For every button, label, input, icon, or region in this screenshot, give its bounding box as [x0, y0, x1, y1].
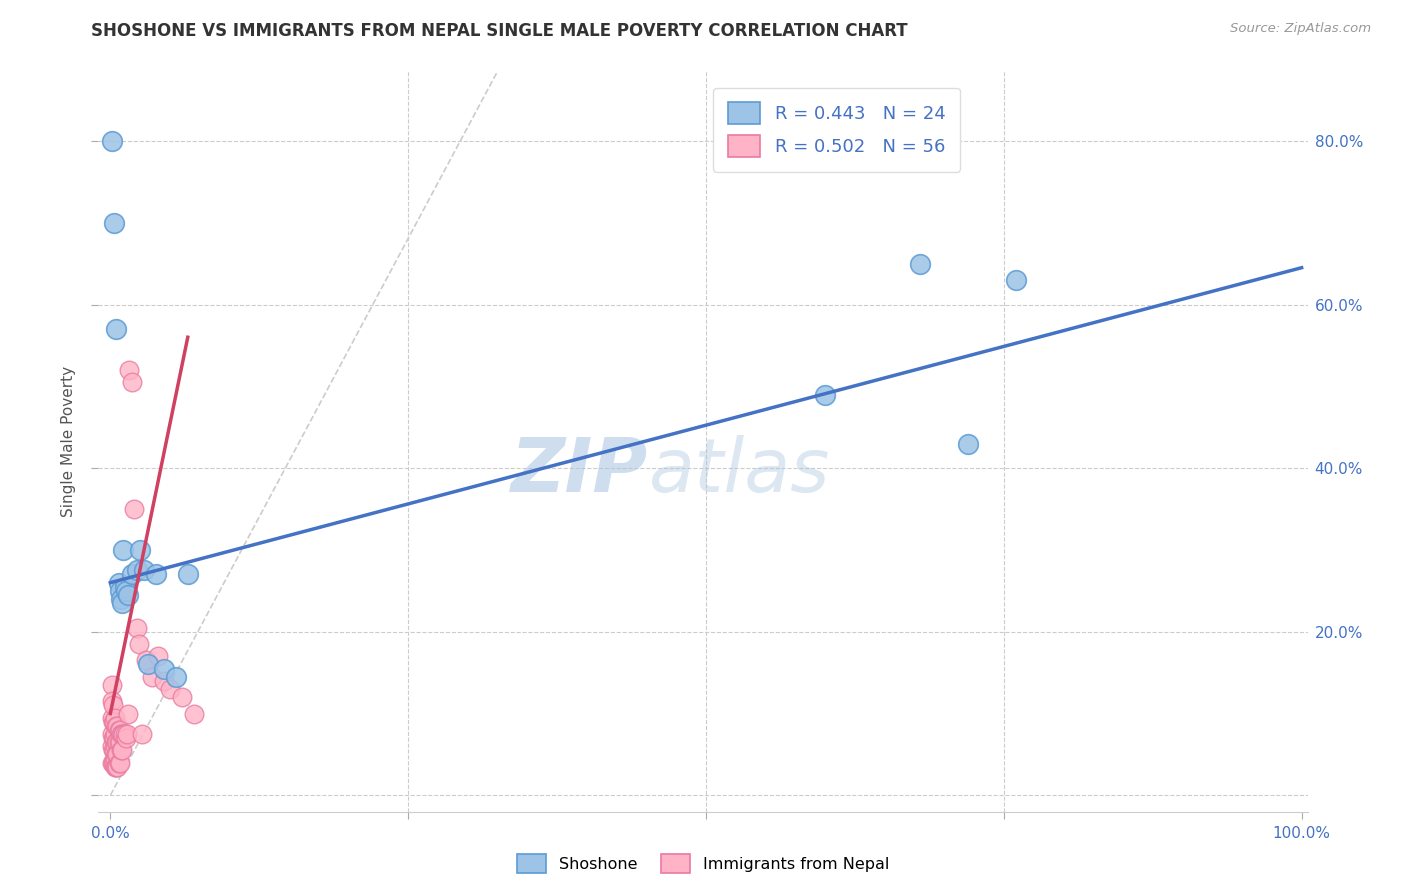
Text: ZIP: ZIP	[512, 434, 648, 508]
Point	[112, 543, 135, 558]
Point	[138, 657, 160, 672]
Point	[110, 743, 132, 757]
Point	[135, 653, 157, 667]
Point	[105, 735, 128, 749]
Point	[100, 727, 122, 741]
Legend: R = 0.443   N = 24, R = 0.502   N = 56: R = 0.443 N = 24, R = 0.502 N = 56	[713, 87, 960, 171]
Point	[108, 723, 131, 737]
Point	[107, 756, 129, 770]
Point	[103, 731, 125, 745]
Point	[101, 756, 124, 770]
Point	[107, 735, 129, 749]
Point	[107, 575, 129, 590]
Point	[910, 257, 932, 271]
Point	[104, 739, 127, 754]
Point	[103, 714, 125, 729]
Point	[100, 694, 122, 708]
Point	[108, 583, 131, 598]
Point	[165, 670, 187, 684]
Point	[111, 743, 134, 757]
Point	[105, 760, 128, 774]
Point	[104, 751, 127, 765]
Point	[177, 567, 200, 582]
Point	[108, 735, 131, 749]
Point	[107, 760, 129, 774]
Point	[131, 727, 153, 741]
Point	[105, 747, 128, 762]
Point	[107, 723, 129, 737]
Point	[111, 596, 134, 610]
Text: SHOSHONE VS IMMIGRANTS FROM NEPAL SINGLE MALE POVERTY CORRELATION CHART: SHOSHONE VS IMMIGRANTS FROM NEPAL SINGLE…	[91, 22, 908, 40]
Point	[112, 727, 135, 741]
Point	[125, 563, 148, 577]
Point	[103, 756, 125, 770]
Point	[110, 592, 132, 607]
Point	[146, 649, 169, 664]
Point	[100, 711, 122, 725]
Point	[107, 735, 129, 749]
Point	[957, 436, 980, 450]
Point	[118, 363, 141, 377]
Point	[107, 719, 129, 733]
Point	[103, 216, 125, 230]
Point	[1004, 273, 1026, 287]
Point	[145, 567, 167, 582]
Point	[132, 563, 155, 577]
Point	[100, 739, 122, 754]
Point	[104, 727, 127, 741]
Point	[141, 670, 163, 684]
Point	[153, 662, 176, 676]
Point	[110, 727, 132, 741]
Text: Source: ZipAtlas.com: Source: ZipAtlas.com	[1230, 22, 1371, 36]
Point	[114, 583, 136, 598]
Point	[117, 706, 139, 721]
Point	[814, 387, 837, 401]
Point	[108, 756, 131, 770]
Point	[101, 714, 124, 729]
Point	[103, 743, 125, 757]
Point	[104, 760, 127, 774]
Point	[159, 681, 181, 696]
Point	[125, 621, 148, 635]
Point	[122, 502, 145, 516]
Point	[114, 727, 136, 741]
Point	[121, 567, 143, 582]
Point	[100, 678, 122, 692]
Point	[115, 727, 138, 741]
Point	[105, 322, 128, 336]
Point	[114, 731, 136, 745]
Point	[121, 376, 143, 390]
Point	[117, 588, 139, 602]
Point	[100, 756, 122, 770]
Point	[128, 637, 150, 651]
Point	[111, 727, 134, 741]
Point	[153, 673, 176, 688]
Point	[170, 690, 193, 705]
Point	[114, 580, 136, 594]
Point	[101, 731, 124, 745]
Point	[101, 698, 124, 713]
Point	[105, 719, 128, 733]
Point	[101, 743, 124, 757]
Point	[183, 706, 205, 721]
Text: atlas: atlas	[648, 435, 830, 508]
Point	[107, 747, 129, 762]
Point	[129, 543, 152, 558]
Legend: Shoshone, Immigrants from Nepal: Shoshone, Immigrants from Nepal	[510, 847, 896, 880]
Point	[104, 711, 127, 725]
Y-axis label: Single Male Poverty: Single Male Poverty	[60, 366, 76, 517]
Point	[100, 134, 122, 148]
